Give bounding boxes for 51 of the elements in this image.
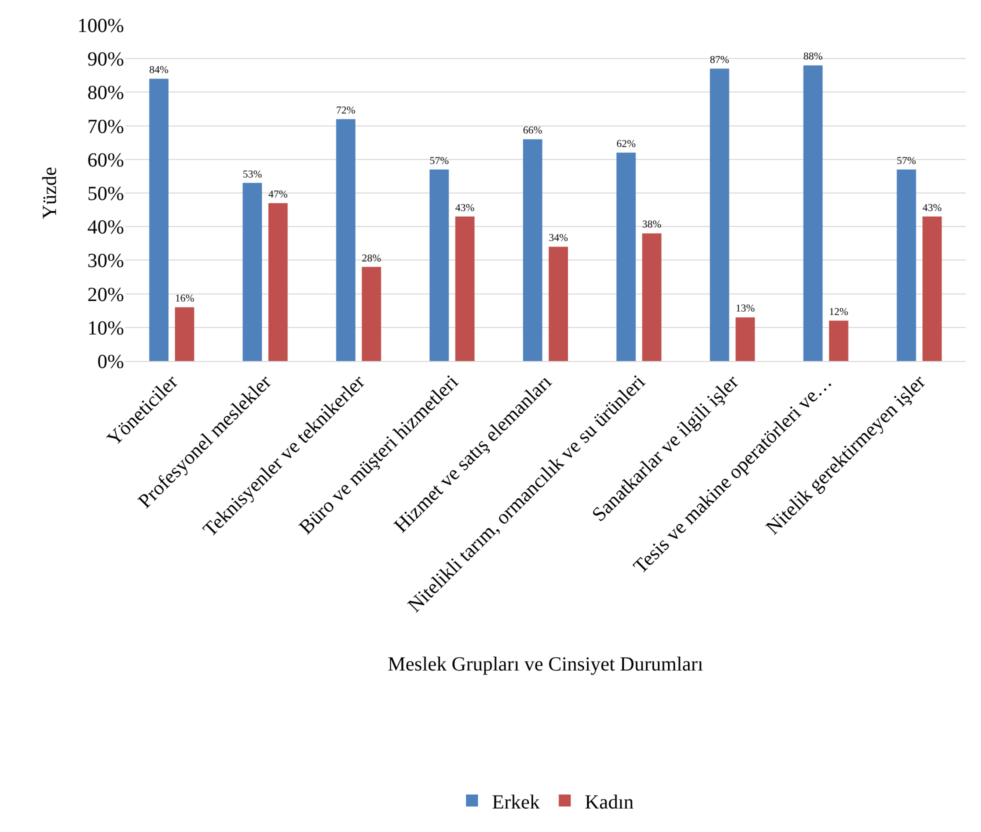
y-tick-label: 80% bbox=[87, 82, 124, 104]
y-tick-label: 70% bbox=[87, 116, 124, 138]
bar bbox=[548, 246, 568, 361]
data-label: 57% bbox=[430, 156, 450, 167]
bar bbox=[523, 139, 542, 361]
y-tick-label: 60% bbox=[87, 149, 124, 172]
bar bbox=[149, 78, 169, 361]
data-label: 12% bbox=[829, 307, 849, 318]
bar bbox=[616, 152, 636, 361]
bar bbox=[336, 119, 356, 361]
bar bbox=[896, 169, 916, 361]
data-label: 72% bbox=[336, 105, 356, 116]
x-axis-title: Meslek Grupları ve Cinsiyet Durumları bbox=[388, 653, 704, 676]
data-label: 66% bbox=[523, 126, 543, 137]
bar bbox=[362, 266, 382, 361]
bar bbox=[174, 307, 194, 361]
bar bbox=[922, 216, 942, 361]
bar bbox=[710, 68, 730, 361]
data-label: 43% bbox=[455, 202, 475, 214]
y-tick-label: 0% bbox=[97, 351, 124, 373]
data-label: 57% bbox=[896, 156, 916, 167]
bar bbox=[430, 169, 449, 361]
bar bbox=[242, 182, 262, 361]
y-tick-label: 10% bbox=[87, 317, 124, 340]
legend-label: Erkek bbox=[492, 791, 540, 814]
y-tick-label: 20% bbox=[87, 284, 124, 306]
data-label: 87% bbox=[710, 55, 730, 66]
bar bbox=[736, 317, 755, 361]
y-tick-label: 90% bbox=[87, 48, 124, 71]
data-label: 62% bbox=[616, 139, 636, 150]
bar bbox=[642, 233, 662, 361]
bar bbox=[455, 216, 475, 361]
data-label: 16% bbox=[174, 294, 194, 305]
data-label: 28% bbox=[362, 253, 382, 264]
bar bbox=[268, 203, 288, 361]
data-label: 13% bbox=[736, 304, 756, 315]
legend-label: Kadın bbox=[584, 791, 634, 814]
y-tick-label: 30% bbox=[87, 250, 124, 272]
data-label: 53% bbox=[242, 169, 262, 180]
y-tick-label: 40% bbox=[87, 216, 124, 239]
data-label: 38% bbox=[642, 220, 662, 231]
bar bbox=[829, 320, 848, 361]
data-label: 88% bbox=[803, 52, 823, 63]
data-label: 43% bbox=[922, 202, 942, 214]
data-label: 34% bbox=[548, 233, 568, 244]
data-label: 47% bbox=[268, 189, 288, 200]
y-tick-label: 50% bbox=[87, 183, 124, 205]
y-tick-label: 100% bbox=[77, 15, 124, 37]
data-label: 84% bbox=[149, 65, 169, 76]
y-axis-title: Yüzde bbox=[38, 166, 61, 220]
bar bbox=[803, 65, 823, 361]
